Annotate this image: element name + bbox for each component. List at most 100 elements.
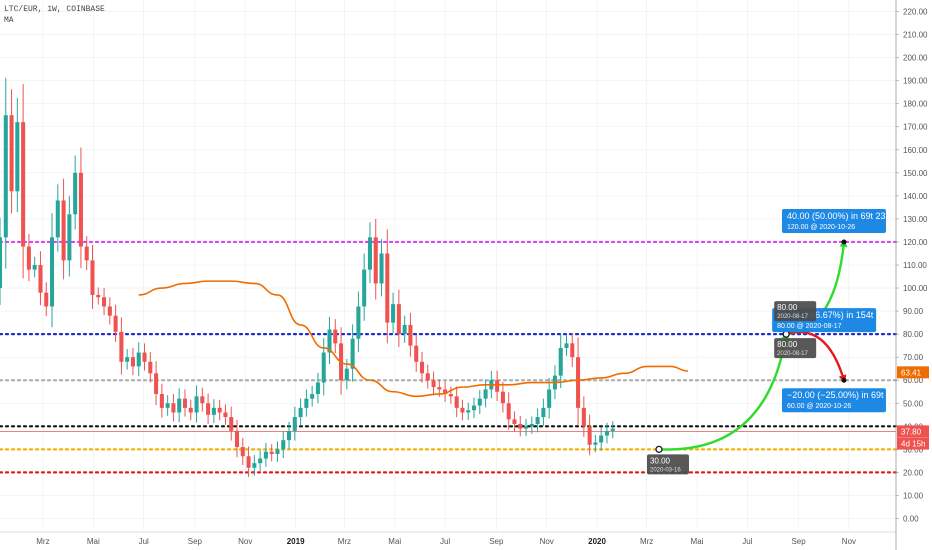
candle-body xyxy=(234,430,240,448)
time-tick-label: Nov xyxy=(842,537,856,546)
candle-body xyxy=(327,329,332,353)
price-tick-label: 150.00 xyxy=(903,169,928,178)
time-tick-label: Sep xyxy=(188,537,203,546)
candle-body xyxy=(246,456,251,468)
candle-body xyxy=(287,430,292,441)
time-tick-label: Jul xyxy=(139,537,149,546)
candle-body xyxy=(437,387,442,390)
candle-body xyxy=(529,424,534,427)
candle-body xyxy=(599,435,604,443)
price-tick-label: 60.00 xyxy=(903,376,924,385)
price-tick-label: 50.00 xyxy=(903,399,924,408)
candle-body xyxy=(125,357,130,362)
candle-body xyxy=(466,410,471,413)
candle-body xyxy=(408,324,413,346)
time-tick-label: Sep xyxy=(489,537,504,546)
price-tick-label: 20.00 xyxy=(903,468,924,477)
candle-body xyxy=(206,403,211,415)
time-tick-label: Nov xyxy=(540,537,554,546)
candle-body xyxy=(350,338,355,369)
candle-body xyxy=(211,407,216,415)
price-badge xyxy=(897,366,929,379)
price-axis[interactable]: 220.00 210.00 200.00 190.00 180.00 170.00 160.… xyxy=(895,0,928,550)
price-tick-label: 100.00 xyxy=(903,284,928,293)
candle-body xyxy=(495,380,500,392)
candle-body xyxy=(281,440,286,450)
price-badge xyxy=(897,437,929,450)
candle-body xyxy=(304,398,309,408)
point-label-80-top-subtext: 2020-08-17 xyxy=(777,314,808,320)
candle-body xyxy=(379,253,384,284)
annotation-up-subtext: 120.00 @ 2020-10-26 xyxy=(787,224,855,231)
candle-body xyxy=(67,214,72,261)
price-tick-label: 110.00 xyxy=(903,261,927,270)
point-label-80-bottom-subtext: 2020-08-17 xyxy=(777,351,808,357)
candle-body xyxy=(90,260,95,295)
price-tick-label: 160.00 xyxy=(903,146,928,155)
time-tick-label: Mrz xyxy=(36,537,49,546)
candle-body xyxy=(73,172,78,215)
projection-paths xyxy=(655,238,848,453)
time-tick-label: 2020 xyxy=(588,537,606,546)
price-tick-label: 10.00 xyxy=(903,491,924,500)
candle-body xyxy=(402,324,407,335)
candle-body xyxy=(84,246,89,261)
candle-body xyxy=(159,394,164,408)
time-tick-label: Nov xyxy=(238,537,252,546)
candle-body xyxy=(258,458,263,464)
candle-body xyxy=(385,253,390,323)
candle-body xyxy=(3,115,8,238)
price-badge xyxy=(897,425,929,438)
price-tick-label: 170.00 xyxy=(903,123,928,132)
annotation-down-text: −20.00 (−25.00%) in 69t 23h xyxy=(787,390,901,400)
candle-body xyxy=(356,306,361,339)
candle-body xyxy=(512,419,517,424)
candle-body xyxy=(240,447,245,457)
time-axis[interactable]: Mrz Mai Jul Sep Nov 2019 Mrz Mai Jul Sep Nov 2020 Mr… xyxy=(36,537,856,546)
moving-average-series xyxy=(138,280,688,398)
symbol-title: LTC/EUR, 1W, COINBASE xyxy=(4,5,105,14)
projection-arrow xyxy=(658,331,790,451)
candle-body xyxy=(593,442,598,445)
candle-body xyxy=(570,343,575,358)
annotation-mid-text: 50.00 (166.67%) in 154t 1h xyxy=(777,310,886,320)
price-tick-label: 0.00 xyxy=(903,514,919,523)
projection-point xyxy=(841,377,847,383)
price-tick-label: 140.00 xyxy=(903,192,928,201)
candle-body xyxy=(576,357,581,408)
chart-legend: LTC/EUR, 1W, COINBASE MA xyxy=(4,4,105,26)
candle-body xyxy=(102,297,107,307)
horizontal-levels xyxy=(0,240,898,474)
candle-body xyxy=(78,172,83,247)
candle-body xyxy=(506,403,511,420)
moving-average-line xyxy=(138,280,688,398)
price-tick-label: 30.00 xyxy=(903,445,924,454)
price-tick-label: 80.00 xyxy=(903,330,924,339)
candle-body xyxy=(500,391,505,404)
candle-body xyxy=(604,430,609,436)
candle-body xyxy=(431,380,436,388)
candle-body xyxy=(587,426,592,445)
price-badge-label: 4d 15h xyxy=(901,440,925,449)
annotation-mid-subtext: 80.00 @ 2020-08-17 xyxy=(777,323,841,330)
price-tick-label: 220.00 xyxy=(903,8,928,17)
price-tick-label: 210.00 xyxy=(903,31,928,40)
candle-body xyxy=(396,304,401,335)
candle-body xyxy=(292,417,297,431)
price-badge-label: 63.41 xyxy=(901,368,922,377)
candle-body xyxy=(142,352,147,362)
projection-arrow xyxy=(785,330,847,384)
chart-annotations: 40.00 (50.00%) in 69t 23h 120.00 @ 2020-1… xyxy=(646,208,901,475)
candle-body xyxy=(564,343,569,348)
candle-body xyxy=(252,463,257,468)
candle-body xyxy=(50,237,55,307)
candle-body xyxy=(263,451,268,459)
price-tick-label: 70.00 xyxy=(903,353,924,362)
point-label-80-top-text: 80.00 xyxy=(777,303,798,312)
candle-body xyxy=(425,373,430,381)
candle-body xyxy=(315,382,320,395)
candle-body xyxy=(419,361,425,374)
candle-body xyxy=(477,398,482,406)
time-tick-label: Mai xyxy=(87,537,100,546)
